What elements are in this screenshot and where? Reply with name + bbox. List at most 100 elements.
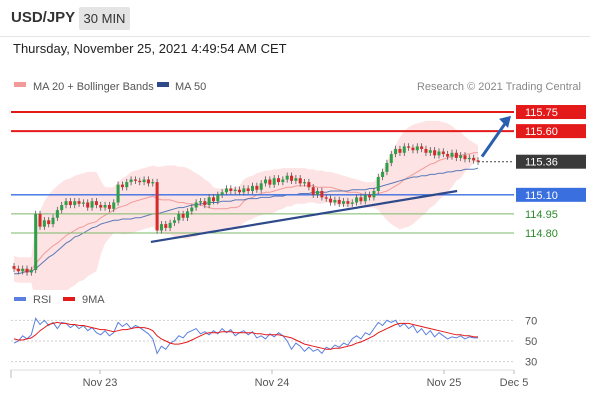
- candle-body: [81, 202, 85, 204]
- candle-body: [342, 201, 346, 204]
- candle-body: [415, 146, 419, 151]
- candle-body: [34, 213, 38, 270]
- candle-body: [259, 183, 263, 190]
- candle-body: [467, 157, 471, 160]
- support-trendline: [150, 189, 458, 244]
- candle-body: [446, 154, 450, 157]
- candle-body: [307, 182, 311, 188]
- timeframe-button[interactable]: 30 MIN: [79, 7, 130, 30]
- x-tick-label: Nov 23: [83, 377, 118, 389]
- candle-body: [454, 152, 458, 158]
- x-tick-label: Nov 24: [255, 377, 290, 389]
- candle-body: [172, 220, 176, 223]
- candle-body: [476, 160, 480, 162]
- candle-body: [90, 201, 94, 208]
- target-arrow-shaft: [480, 119, 509, 158]
- candle-body: [472, 157, 476, 161]
- candle-body: [424, 148, 428, 153]
- candle-body: [198, 201, 202, 203]
- candle-body: [350, 202, 354, 204]
- candle-body: [285, 175, 289, 180]
- candle-body: [329, 198, 333, 203]
- rsi-tick-50: 50: [525, 336, 537, 348]
- candle-body: [203, 201, 207, 206]
- candle-body: [220, 192, 224, 195]
- candle-body: [116, 184, 120, 203]
- candle-body: [94, 201, 98, 206]
- candle-body: [47, 220, 51, 225]
- target-arrow-head: [499, 115, 511, 128]
- price-chart: MA 20 + Bollinger Bands MA 50 Research ©…: [11, 81, 586, 306]
- rsi-ma-legend-label: 9MA: [82, 294, 105, 306]
- candle-body: [385, 162, 389, 172]
- candle-body: [103, 205, 107, 208]
- candle-body: [294, 178, 298, 181]
- candle-body: [224, 188, 229, 193]
- candle-body: [233, 189, 237, 191]
- candle-body: [185, 211, 189, 218]
- candle-body: [389, 154, 393, 163]
- candle-body: [303, 182, 307, 184]
- candle-body: [290, 175, 294, 181]
- candle-body: [138, 180, 142, 183]
- candle-body: [333, 199, 337, 203]
- bollinger-band-area: [14, 120, 478, 306]
- candle-body: [142, 179, 146, 183]
- rsi-chart: RSI 9MA 70 50 30 Nov 23 Nov 24 Nov 25 Dec 5: [10, 294, 537, 389]
- candle-body: [216, 194, 220, 202]
- candle-body: [29, 269, 33, 273]
- candle-body: [398, 148, 402, 153]
- candle-body: [263, 179, 268, 184]
- candle-body: [21, 268, 25, 272]
- candle-body: [133, 179, 137, 181]
- candle-body: [420, 146, 424, 149]
- candle-body: [411, 147, 415, 151]
- rsi-tick-30: 30: [525, 357, 537, 369]
- candle-body: [363, 194, 367, 202]
- candle-body: [459, 155, 463, 158]
- candle-body: [346, 201, 350, 204]
- chart-datetime: Thursday, November 25, 2021 4:49:54 AM C…: [13, 41, 287, 56]
- candle-body: [77, 201, 81, 204]
- candle-body: [311, 187, 315, 195]
- candle-body: [268, 179, 272, 185]
- ma50-legend-swatch: [157, 82, 169, 87]
- bb-legend-label: MA 20 + Bollinger Bands: [33, 81, 154, 93]
- level-label-115-75: 115.75: [525, 107, 558, 119]
- candle-body: [64, 201, 68, 206]
- level-tag-115-75: [516, 105, 586, 120]
- candle-body: [359, 197, 363, 202]
- rsi-ma-legend-swatch: [63, 297, 75, 301]
- level-label-114-80: 114.80: [525, 228, 558, 240]
- candle-body: [168, 222, 172, 228]
- rsi-legend-label: RSI: [33, 294, 51, 306]
- candle-body: [355, 197, 359, 203]
- candle-body: [229, 188, 233, 191]
- candle-body: [463, 155, 467, 160]
- candle-body: [437, 151, 441, 156]
- candle-body: [277, 178, 281, 183]
- bb-legend-swatch: [14, 82, 26, 87]
- ma50-legend-label: MA 50: [175, 81, 206, 93]
- candle-body: [324, 197, 328, 199]
- candle-body: [190, 207, 194, 212]
- symbol-label: USD/JPY: [11, 9, 76, 26]
- candle-body: [120, 184, 124, 188]
- x-tick-label: Nov 25: [427, 377, 462, 389]
- candle-body: [146, 179, 150, 184]
- rsi-ma-line: [13, 321, 478, 350]
- candle-body: [394, 148, 398, 155]
- candle-body: [407, 146, 411, 148]
- candle-body: [55, 210, 59, 218]
- candle-body: [125, 182, 129, 188]
- rsi-panel: RSI 9MA 70 50 30 Nov 23 Nov 24 Nov 25 Dec 5: [0, 290, 590, 400]
- candle-body: [112, 202, 116, 209]
- candle-body: [450, 152, 454, 157]
- candle-body: [298, 178, 302, 184]
- candle-body: [12, 266, 16, 269]
- level-tag-115-60: [516, 124, 586, 139]
- level-label-115-10: 115.10: [525, 190, 558, 202]
- candle-body: [207, 197, 211, 206]
- candle-body: [211, 197, 215, 202]
- candle-body: [38, 213, 42, 227]
